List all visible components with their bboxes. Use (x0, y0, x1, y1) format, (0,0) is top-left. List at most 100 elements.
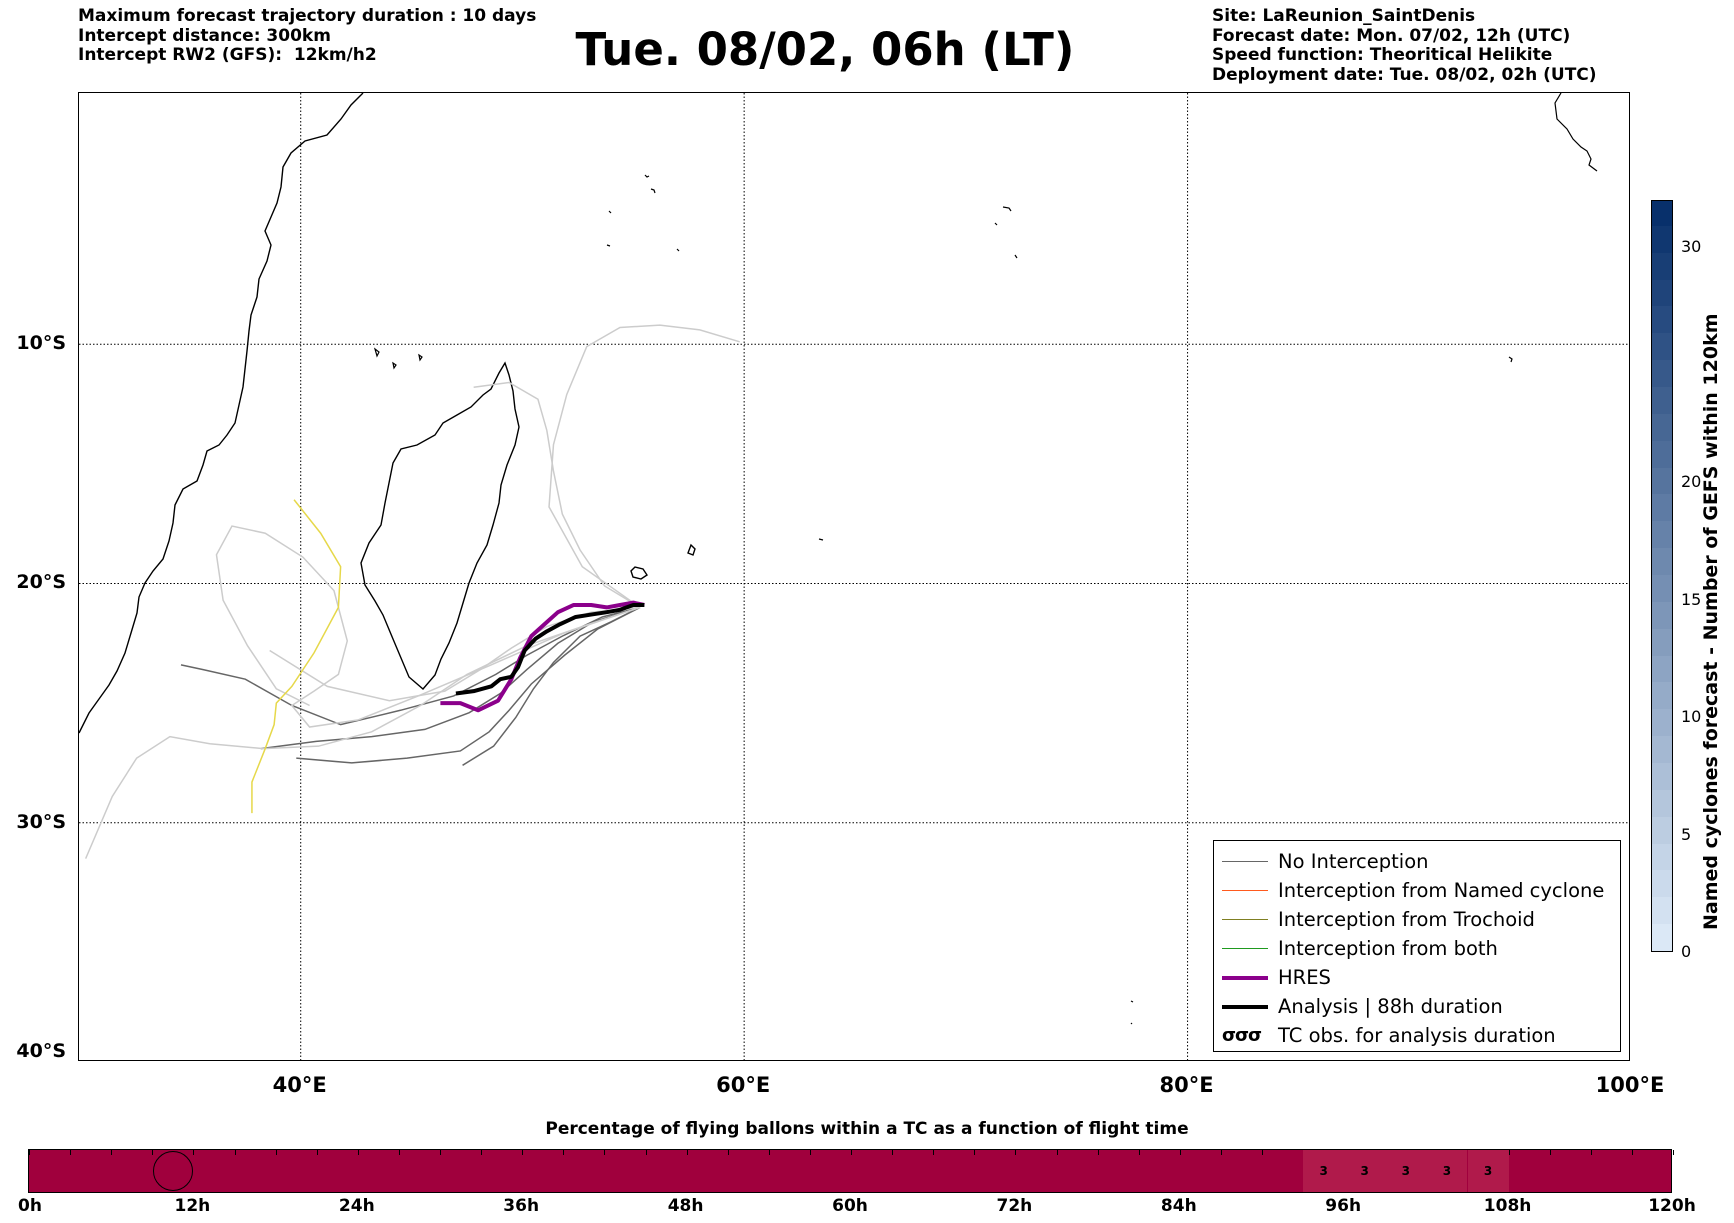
coastline-mauritius (687, 543, 696, 556)
header-info-right: Site: LaReunion_SaintDenis Forecast date… (1212, 6, 1597, 85)
colorbar-segment (1652, 223, 1672, 253)
colorbar-segment (1652, 761, 1672, 790)
timebar-tick-label: 24h (338, 1196, 375, 1216)
legend-item: Interception from Trochoid (1222, 905, 1620, 934)
timebar-minor-tick (193, 1150, 195, 1155)
timebar-tick-label: 120h (1648, 1196, 1696, 1216)
timebar-minor-tick (933, 1150, 935, 1155)
colorbar-segment (1652, 304, 1672, 334)
legend-item: No Interception (1222, 847, 1620, 876)
colorbar-tick-label: 0 (1681, 942, 1692, 961)
legend-item: Interception from Named cyclone (1222, 876, 1620, 905)
trajectory-ensemble (462, 606, 641, 766)
colorbar-tick-label: 20 (1681, 472, 1702, 491)
timebar-minor-tick (809, 1150, 811, 1155)
trajectory-ensemble (473, 381, 641, 609)
colorbar-segment (1652, 358, 1672, 387)
colorbar-segment (1652, 573, 1672, 602)
timebar-minor-tick (974, 1150, 976, 1155)
trajectory-ensemble (296, 606, 641, 764)
colorbar-tick-label: 5 (1681, 824, 1692, 844)
timebar-minor-tick (1138, 1150, 1140, 1155)
header-deployment-date: Deployment date: Tue. 08/02, 02h (UTC) (1212, 64, 1597, 85)
timebar-minor-tick (152, 1150, 154, 1155)
legend-item: HRES (1222, 963, 1620, 992)
timebar-minor-tick (727, 1150, 729, 1155)
colorbar-segment (1652, 922, 1672, 951)
timebar-minor-tick (481, 1150, 483, 1155)
map-panel[interactable] (78, 92, 1630, 1061)
timebar-tick-label: 96h (1325, 1196, 1362, 1216)
legend-item: Interception from both (1222, 934, 1620, 963)
timebar-minor-tick (522, 1150, 524, 1155)
timebar-current-marker (152, 1151, 193, 1191)
colorbar-segment (1652, 734, 1672, 763)
lon-tick-label: 100°E (1595, 1073, 1665, 1097)
page-title: Tue. 08/02, 06h (LT) (575, 23, 1075, 76)
map-canvas[interactable] (79, 93, 1630, 1061)
coastline-rodrigues (818, 538, 824, 541)
timebar-minor-tick (440, 1150, 441, 1155)
lon-tick-label: 60°E (716, 1073, 771, 1097)
legend-label: Interception from both (1278, 937, 1498, 960)
trajectory-ensemble (180, 606, 641, 726)
trajectories (84, 324, 740, 859)
legend-swatch (1222, 861, 1268, 862)
timebar-minor-tick (563, 1150, 565, 1155)
colorbar-segment (1652, 814, 1672, 844)
header-max-duration: Maximum forecast trajectory duration : 1… (78, 6, 537, 26)
legend-label: Interception from Named cyclone (1278, 879, 1605, 902)
timebar-minor-tick (1590, 1150, 1592, 1155)
timebar-minor-tick (275, 1150, 277, 1155)
tc-symbol-icon: σσσ (1222, 1024, 1262, 1046)
trajectory-hres (440, 600, 645, 713)
timebar-minor-tick (851, 1150, 852, 1155)
coastline-comoros (373, 347, 423, 370)
timebar-minor-tick (1056, 1150, 1058, 1155)
header-info-left: Maximum forecast trajectory duration : 1… (78, 6, 537, 66)
timebar-value-cell: 3 (1467, 1150, 1509, 1192)
timebar-minor-tick (1508, 1150, 1510, 1155)
timebar-minor-tick (892, 1150, 894, 1155)
timebar-minor-tick (1097, 1150, 1099, 1155)
lat-tick-label: 20°S (16, 571, 66, 594)
colorbar-segment (1652, 841, 1672, 871)
trajectory-analysis (455, 603, 645, 696)
colorbar-segment (1652, 411, 1672, 441)
legend-label: TC obs. for analysis duration (1278, 1024, 1556, 1047)
trajectory-ensemble (260, 606, 641, 750)
colorbar-tick-label: 10 (1681, 707, 1702, 726)
timebar-minor-tick (70, 1150, 72, 1155)
coastline-africa (79, 93, 364, 734)
header-intercept-distance: Intercept distance: 300km (78, 25, 331, 46)
header-site: Site: LaReunion_SaintDenis (1212, 6, 1476, 26)
map-legend: No Interception Interception from Named c… (1213, 840, 1621, 1052)
timebar-tick-label: 108h (1483, 1196, 1532, 1216)
legend-swatch (1222, 919, 1268, 920)
map-grid (79, 93, 1629, 1060)
colorbar-segment (1652, 331, 1672, 361)
timebar-minor-tick (234, 1150, 236, 1155)
legend-item-tc-obs: σσσ TC obs. for analysis duration (1222, 1021, 1620, 1050)
colorbar-tick-label: 15 (1681, 589, 1702, 609)
timebar-value-cell: 3 (1344, 1150, 1386, 1192)
trajectory-ensemble (269, 606, 641, 702)
legend-swatch (1222, 948, 1268, 949)
colorbar-segment (1652, 465, 1672, 495)
timebar-minor-tick (1673, 1150, 1674, 1155)
trajectory-ensemble (215, 525, 641, 728)
timebar-tick-label: 0h (18, 1196, 42, 1216)
timebar-tick-label: 36h (503, 1196, 540, 1216)
coastline-seychelles (606, 174, 680, 252)
lat-tick-label: 30°S (16, 810, 66, 833)
legend-label: Analysis | 88h duration (1278, 995, 1503, 1018)
timebar-value-cell: 3 (1426, 1150, 1468, 1192)
legend-label: HRES (1278, 966, 1331, 989)
timebar-minor-tick (398, 1150, 400, 1155)
colorbar-segment (1652, 599, 1672, 629)
header-intercept-rw2: Intercept RW2 (GFS): 12km/h2 (78, 45, 377, 65)
timebar-minor-tick (111, 1150, 113, 1155)
header-forecast-date: Forecast date: Mon. 07/02, 12h (UTC) (1212, 25, 1571, 46)
timebar-tick-label: 72h (996, 1196, 1033, 1216)
timebar-minor-tick (1549, 1150, 1551, 1155)
